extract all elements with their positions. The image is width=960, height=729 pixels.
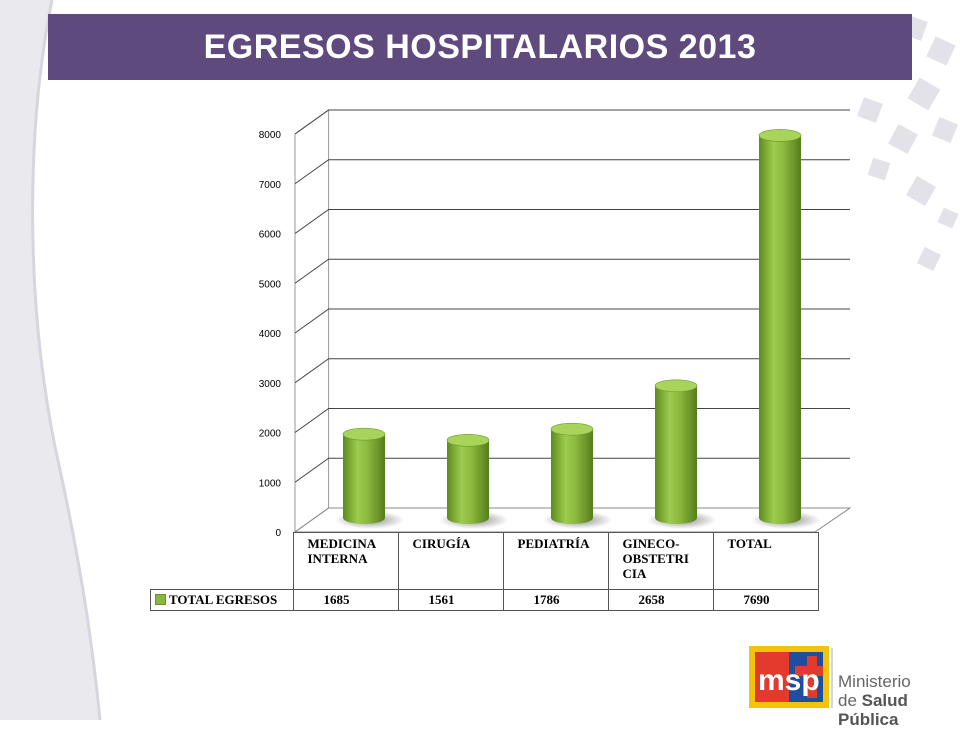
msp-logo: msp [749, 646, 833, 708]
bar-top [550, 422, 594, 436]
bar [551, 429, 593, 524]
x-category-line: CIRUGÍA [412, 536, 471, 551]
y-tick-label: 3000 [259, 379, 282, 390]
legend-entry: TOTAL EGRESOS [150, 589, 294, 611]
gridline [294, 159, 850, 185]
x-category-line: GINECO- [622, 536, 680, 551]
gridline [294, 209, 850, 234]
chart-data-table: MEDICINA INTERNA CIRUGÍA PEDIATRÍA GINECO- OB… [150, 532, 819, 611]
y-tick-label: 4000 [259, 329, 282, 340]
bar [447, 440, 489, 524]
y-tick-label: 5000 [259, 279, 282, 290]
y-tick-label: 2000 [259, 429, 282, 440]
series-name: TOTAL EGRESOS [169, 592, 278, 607]
x-category-line: MEDICINA [307, 536, 377, 551]
x-category-label: CIRUGÍA [397, 532, 504, 590]
bar [655, 385, 697, 524]
bar [759, 135, 801, 525]
bar-top [446, 434, 490, 447]
bar [343, 434, 385, 524]
x-category-line: CIA [622, 566, 647, 581]
y-tick-label: 7000 [259, 180, 282, 191]
legend-key [155, 594, 166, 605]
gridline [294, 358, 850, 384]
x-category-label: PEDIATRÍA [502, 532, 609, 590]
logo-initials: msp [758, 664, 820, 697]
y-tick-label: 8000 [259, 130, 282, 141]
x-category-label: GINECO- OBSTETRI CIA [607, 532, 714, 590]
title-banner: EGRESOS HOSPITALARIOS 2013 [48, 14, 912, 80]
y-tick-label: 1000 [259, 478, 282, 489]
y-tick-label: 0 [275, 528, 281, 539]
x-category-line: TOTAL [727, 536, 772, 551]
y-tick-label: 6000 [259, 230, 282, 241]
bar-top [342, 427, 386, 441]
data-value: 7690 [712, 589, 819, 611]
gridline [294, 308, 850, 334]
gridline [294, 258, 850, 284]
data-value: 2658 [607, 589, 714, 611]
x-category-label: TOTAL [712, 532, 819, 590]
data-value: 1561 [397, 589, 504, 611]
page-title: EGRESOS HOSPITALARIOS 2013 [203, 27, 757, 66]
bar-top [758, 129, 802, 142]
table-corner [151, 533, 294, 590]
x-category-line: OBSTETRI [622, 551, 689, 566]
gridline [294, 109, 850, 135]
bar-top [654, 379, 698, 393]
x-category-line: INTERNA [307, 551, 368, 566]
logo-text: Ministerio de Salud Pública [838, 672, 960, 729]
data-value: 1685 [292, 589, 399, 611]
x-category-line: PEDIATRÍA [517, 536, 590, 551]
logo-line2: de Salud Pública [838, 691, 908, 729]
data-value: 1786 [502, 589, 609, 611]
logo-line1: Ministerio [838, 672, 911, 691]
x-category-label: MEDICINA INTERNA [292, 532, 399, 590]
